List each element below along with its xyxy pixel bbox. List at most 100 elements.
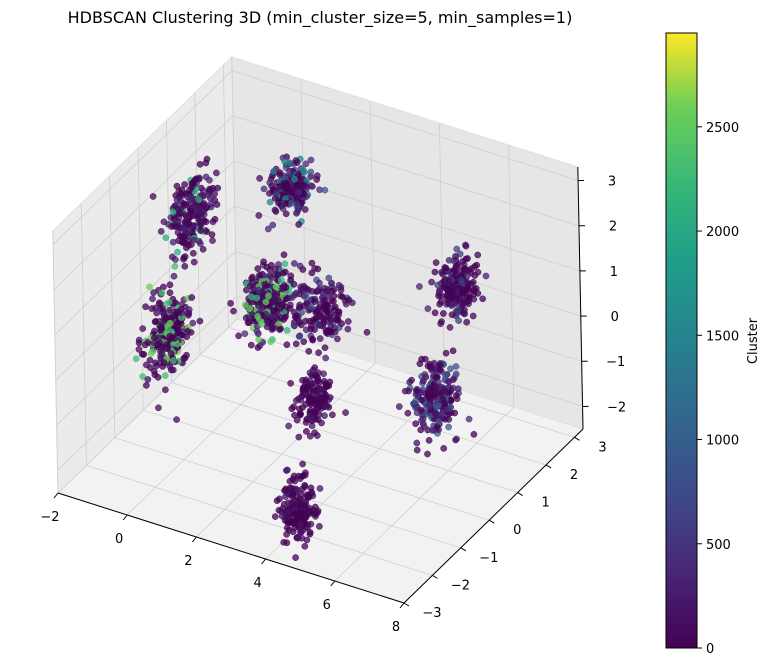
data-point: [482, 272, 490, 280]
data-point: [452, 270, 460, 278]
data-point: [423, 404, 430, 412]
data-point: [323, 287, 331, 295]
data-point: [452, 392, 460, 399]
data-point: [438, 268, 446, 276]
data-point: [254, 265, 262, 272]
data-point: [301, 483, 309, 491]
data-point: [294, 207, 302, 215]
data-point: [170, 272, 178, 280]
data-point: [185, 237, 192, 245]
data-point: [452, 363, 460, 370]
data-point: [277, 507, 285, 515]
data-point: [270, 307, 278, 315]
y-axis-line: [403, 428, 584, 604]
data-point: [143, 361, 150, 369]
data-point: [139, 325, 147, 332]
data-point: [227, 300, 234, 307]
data-point: [465, 266, 473, 274]
data-point: [441, 400, 449, 408]
data-point: [138, 350, 146, 358]
data-point: [328, 279, 335, 287]
data-point: [277, 304, 284, 312]
data-point: [471, 272, 479, 279]
data-point: [432, 259, 440, 266]
data-point: [247, 282, 254, 290]
data-point: [425, 391, 432, 398]
data-point: [158, 349, 166, 357]
data-point: [296, 262, 304, 270]
colorbar-tick-label: 1000: [706, 434, 739, 449]
data-point: [308, 303, 315, 311]
data-point: [291, 313, 299, 321]
data-point: [268, 182, 276, 190]
data-point: [438, 410, 446, 417]
data-point: [177, 320, 185, 328]
data-point: [299, 166, 307, 173]
data-point: [267, 338, 275, 346]
data-point: [286, 484, 294, 492]
data-point: [294, 534, 302, 542]
data-point: [203, 204, 211, 211]
data-point: [469, 312, 477, 320]
y-tick-label: 3: [598, 440, 606, 455]
data-point: [463, 318, 471, 326]
data-point: [154, 341, 162, 348]
data-point: [283, 530, 290, 538]
x-tick: [261, 558, 266, 565]
data-point: [271, 513, 279, 520]
data-point: [446, 324, 454, 331]
data-point: [169, 253, 176, 261]
data-point: [262, 310, 270, 318]
data-point: [291, 260, 298, 267]
data-point: [292, 397, 300, 404]
data-point: [160, 359, 168, 367]
x-tick-label: 0: [115, 532, 123, 547]
x-tick: [330, 580, 336, 587]
data-point: [445, 423, 452, 431]
data-point: [344, 318, 352, 325]
data-point: [178, 309, 185, 317]
data-point: [160, 218, 168, 226]
data-point: [305, 347, 313, 355]
data-point: [166, 320, 174, 327]
data-point: [203, 155, 211, 163]
z-tick-label: 3: [608, 175, 616, 190]
data-point: [181, 181, 188, 188]
data-point: [255, 212, 263, 219]
colorbar-gradient: [665, 32, 698, 649]
data-point: [321, 402, 329, 410]
data-point: [316, 523, 323, 530]
data-point: [169, 238, 177, 246]
data-point: [288, 294, 296, 301]
data-point: [209, 237, 216, 244]
z-gridline: [57, 295, 583, 471]
data-point: [146, 356, 154, 364]
data-point: [450, 287, 457, 295]
data-point: [230, 307, 237, 315]
data-point: [441, 371, 449, 379]
data-point: [290, 403, 298, 411]
data-point: [181, 262, 189, 270]
data-point: [276, 171, 284, 179]
y-tick-label: 0: [513, 523, 521, 538]
data-point: [282, 210, 290, 218]
data-point: [173, 340, 181, 348]
data-point: [169, 208, 177, 216]
data-point: [440, 310, 447, 317]
data-point: [190, 258, 198, 266]
data-point: [333, 311, 340, 319]
data-point: [180, 255, 187, 263]
data-point: [259, 304, 267, 311]
data-point: [298, 502, 305, 510]
data-point: [321, 394, 329, 402]
data-point: [316, 279, 323, 287]
data-point: [265, 292, 272, 300]
data-point: [311, 364, 319, 371]
data-point: [170, 312, 178, 320]
data-point: [292, 554, 299, 561]
data-point: [180, 200, 188, 207]
data-point: [146, 283, 153, 291]
data-point: [412, 397, 420, 405]
data-point: [296, 181, 304, 189]
data-point: [313, 172, 321, 180]
